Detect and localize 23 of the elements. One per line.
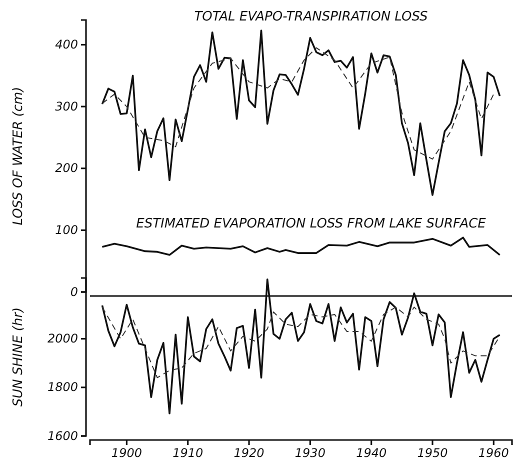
x-tick-label: 1940 bbox=[356, 446, 387, 460]
series-label: ESTIMATED EVAPORATION LOSS FROM LAKE SURFACE bbox=[136, 216, 487, 232]
y-axis-title: LOSS OF WATER (cm) bbox=[11, 86, 26, 226]
y-tick-label: 400 bbox=[55, 38, 78, 52]
line-series bbox=[101, 30, 501, 196]
y-tick-label: 100 bbox=[55, 223, 78, 238]
x-tick-label: 1900 bbox=[111, 446, 142, 460]
x-tick-label: 1910 bbox=[172, 446, 204, 460]
line-series bbox=[102, 47, 494, 160]
y-tick-label: 200 bbox=[55, 161, 78, 176]
line-series bbox=[101, 236, 501, 256]
y-tick-label: 1800 bbox=[47, 380, 78, 394]
x-tick-label: 1960 bbox=[478, 446, 510, 460]
y-tick-label: 2000 bbox=[47, 332, 78, 346]
y-tick-label: 1600 bbox=[47, 428, 78, 443]
y-tick-label: 0 bbox=[70, 284, 78, 299]
y-axis-title: SUN SHINE (hr) bbox=[11, 307, 26, 407]
x-tick-label: 1950 bbox=[417, 446, 448, 460]
y-tick-label: 300 bbox=[55, 99, 78, 114]
x-tick-label: 1920 bbox=[234, 446, 265, 460]
series-label: TOTAL EVAPO-TRANSPIRATION LOSS bbox=[194, 10, 428, 25]
x-tick-label: 1930 bbox=[294, 446, 326, 460]
line-series bbox=[102, 306, 500, 378]
